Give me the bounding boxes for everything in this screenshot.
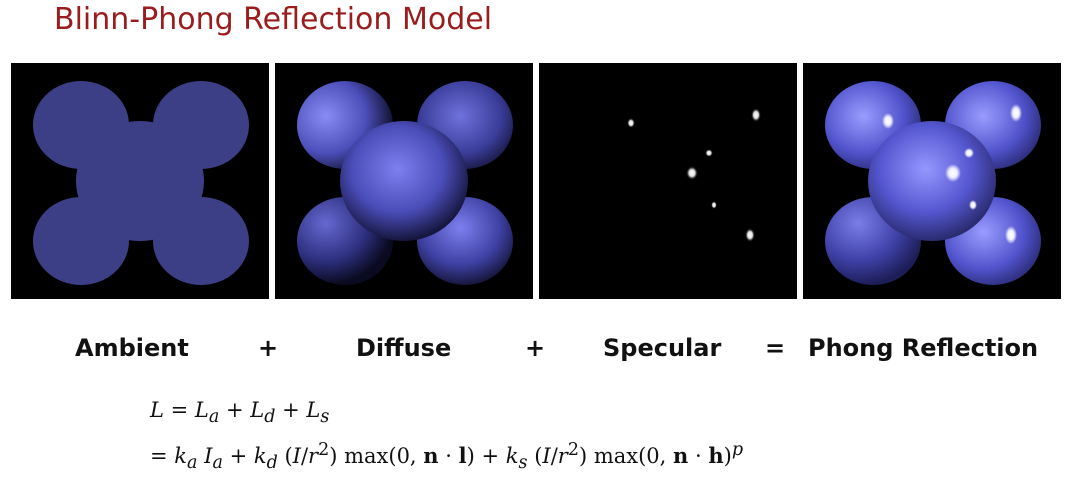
diffuse-image	[275, 63, 533, 299]
ambient-label: Ambient	[75, 334, 189, 362]
phong-image	[803, 63, 1061, 299]
ambient-image	[11, 63, 269, 299]
phong-reflection-label: Phong Reflection	[808, 334, 1039, 362]
plus-sign: +	[258, 334, 279, 362]
diffuse-label: Diffuse	[356, 334, 452, 362]
specular-highlights	[627, 108, 761, 242]
equation-line-1: L = La + Ld + Ls	[150, 398, 330, 428]
slide-title: Blinn-Phong Reflection Model	[54, 2, 493, 37]
ambient-blob	[33, 81, 249, 285]
specular-label: Specular	[603, 334, 722, 362]
equals-sign: =	[765, 334, 786, 362]
plus-sign: +	[525, 334, 546, 362]
equation-line-2: = ka Ia + kd (I/r2) max(0, n · l) + ks (…	[150, 440, 744, 474]
specular-image	[539, 63, 797, 299]
diffuse-blob	[297, 81, 513, 285]
phong-blob	[825, 81, 1041, 285]
